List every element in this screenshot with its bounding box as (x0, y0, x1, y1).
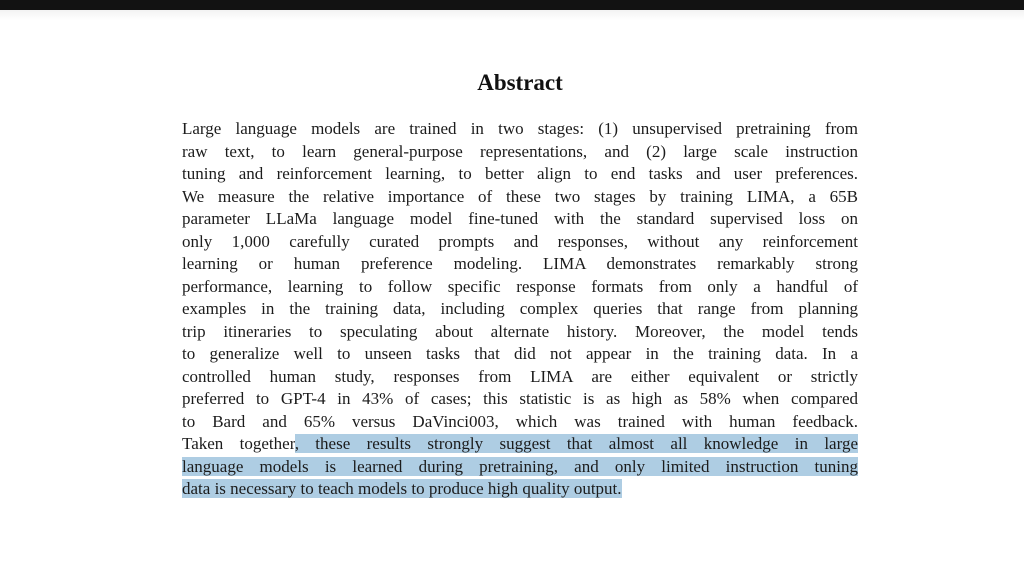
abstract-line: learning or human preference modeling. L… (182, 253, 858, 276)
abstract-line: tuning and reinforcement learning, to be… (182, 163, 858, 186)
plain-text: preferred to GPT-4 in 43% of cases; this… (182, 389, 858, 408)
plain-text: parameter LLaMa language model fine-tune… (182, 209, 858, 228)
plain-text: tuning and reinforcement learning, to be… (182, 164, 858, 183)
plain-text: Taken together (182, 434, 295, 453)
plain-text: to generalize well to unseen tasks that … (182, 344, 858, 363)
plain-text: to Bard and 65% versus DaVinci003, which… (182, 411, 858, 431)
abstract-line: parameter LLaMa language model fine-tune… (182, 208, 858, 231)
top-dark-letterbox-bar (0, 0, 1024, 10)
abstract-body: Large language models are trained in two… (182, 118, 858, 501)
abstract-line: language models is learned during pretra… (182, 456, 858, 479)
abstract-line: to Bard and 65% versus DaVinci003, which… (182, 411, 858, 434)
plain-text: examples in the training data, including… (182, 299, 858, 318)
abstract-line: data is necessary to teach models to pro… (182, 478, 858, 501)
abstract-line: performance, learning to follow specific… (182, 276, 858, 299)
abstract-line: only 1,000 carefully curated prompts and… (182, 231, 858, 254)
highlighted-text: language models is learned during pretra… (182, 456, 858, 476)
plain-text: learning or human preference modeling. L… (182, 254, 858, 273)
abstract-line: trip itineraries to speculating about al… (182, 321, 858, 344)
plain-text: We measure the relative importance of th… (182, 186, 858, 206)
highlighted-text: , these results strongly suggest that al… (294, 434, 858, 453)
plain-text: trip itineraries to speculating about al… (182, 321, 858, 341)
abstract-line: examples in the training data, including… (182, 298, 858, 321)
abstract-line: to generalize well to unseen tasks that … (182, 343, 858, 366)
top-bar-shadow (0, 10, 1024, 20)
abstract-line: controlled human study, responses from L… (182, 366, 858, 389)
abstract-line: We measure the relative importance of th… (182, 186, 858, 209)
abstract-line: Taken together, these results strongly s… (182, 433, 858, 456)
plain-text: performance, learning to follow specific… (182, 276, 858, 296)
plain-text: only 1,000 carefully curated prompts and… (182, 231, 858, 251)
plain-text: controlled human study, responses from L… (182, 366, 858, 386)
abstract-line: Large language models are trained in two… (182, 118, 858, 141)
abstract-heading: Abstract (477, 70, 563, 95)
plain-text: Large language models are trained in two… (182, 119, 858, 138)
highlighted-text: data is necessary to teach models to pro… (182, 479, 622, 498)
abstract-line: preferred to GPT-4 in 43% of cases; this… (182, 388, 858, 411)
plain-text: raw text, to learn general-purpose repre… (182, 141, 858, 161)
abstract-line: raw text, to learn general-purpose repre… (182, 141, 858, 164)
